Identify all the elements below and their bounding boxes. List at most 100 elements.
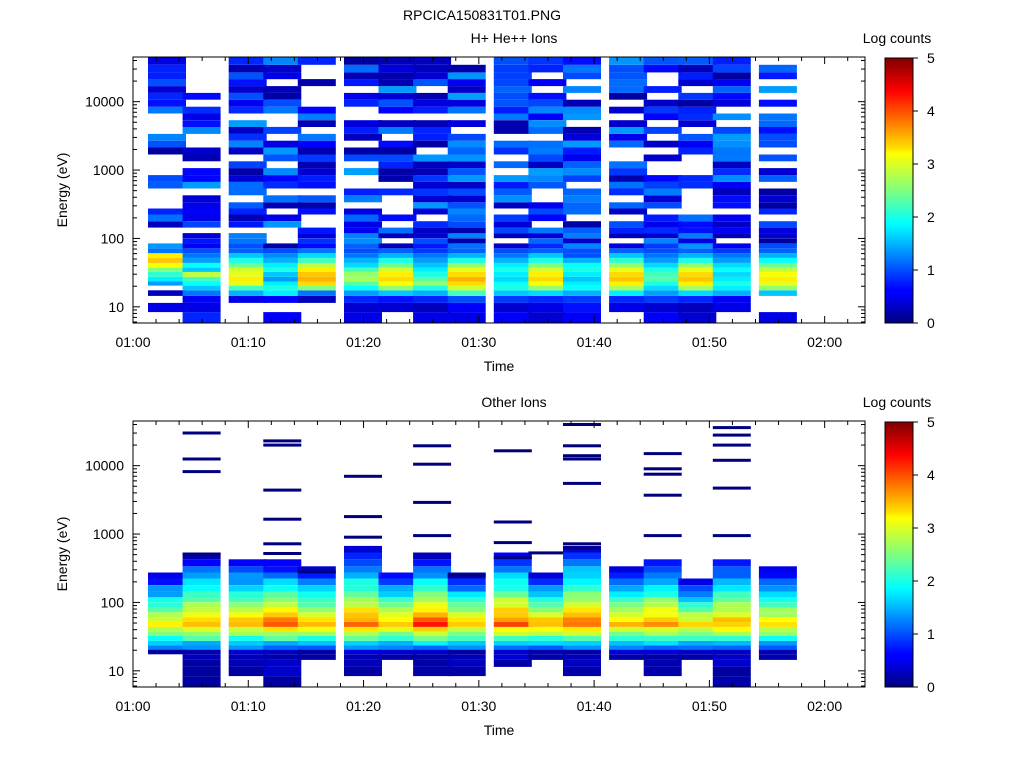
heatmap-cell — [678, 649, 717, 655]
heatmap-cell — [609, 585, 648, 592]
sparse-energy-line — [182, 457, 221, 461]
heatmap-cell — [609, 133, 648, 141]
heatmap-cell — [528, 312, 567, 323]
heatmap-cell — [643, 86, 682, 93]
heatmap-cell — [344, 645, 382, 650]
heatmap-cell — [609, 120, 648, 127]
heatmap-cell — [712, 267, 751, 272]
heatmap-cell — [563, 591, 601, 598]
heatmap-cell — [378, 281, 417, 286]
heatmap-cell — [528, 621, 567, 627]
heatmap-cell — [263, 312, 302, 323]
heatmap-cell — [344, 295, 382, 303]
heatmap-cell — [344, 188, 382, 196]
heatmap-cell — [297, 591, 336, 598]
heatmap-cell — [563, 195, 601, 203]
heatmap-cell — [493, 295, 532, 303]
heatmap-cell — [297, 612, 336, 618]
heatmap-cell — [493, 276, 532, 282]
heatmap-cell — [297, 640, 336, 646]
heatmap-cell — [643, 659, 682, 667]
heatmap-cell — [344, 626, 382, 632]
heatmap-cell — [447, 154, 486, 162]
heatmap-cell — [413, 202, 452, 209]
heatmap-cell — [182, 626, 221, 632]
heatmap-cell — [609, 181, 648, 189]
heatmap-cell — [148, 607, 186, 613]
heatmap-cell — [344, 602, 382, 608]
heatmap-cell — [228, 243, 267, 249]
heatmap-cell — [263, 72, 302, 80]
heatmap-cell — [447, 120, 486, 127]
heatmap-cell — [148, 631, 186, 636]
heatmap-cell — [493, 64, 532, 73]
heatmap-cell — [563, 271, 601, 277]
heatmap-cell — [643, 188, 682, 196]
heatmap-cell — [493, 271, 532, 277]
heatmap-cell — [148, 649, 186, 655]
heatmap-cell — [378, 57, 417, 65]
heatmap-cell — [678, 227, 717, 234]
heatmap-cell — [344, 659, 382, 667]
heatmap-cell — [678, 238, 717, 244]
heatmap-cell — [447, 253, 486, 258]
heatmap-cell — [344, 654, 382, 660]
heatmap-cell — [413, 617, 452, 622]
heatmap-cell — [528, 202, 567, 209]
heatmap-cell — [712, 612, 751, 618]
heatmap-cell — [378, 267, 417, 272]
heatmap-cell — [228, 617, 267, 622]
heatmap-cell — [758, 126, 797, 134]
heatmap-cell — [182, 631, 221, 636]
sparse-energy-line — [263, 488, 302, 492]
heatmap-cell — [297, 572, 336, 579]
y-tick-label: 100 — [101, 594, 125, 610]
heatmap-cell — [447, 208, 486, 215]
heatmap-cell — [563, 64, 601, 73]
heatmap-cell — [493, 631, 532, 636]
heatmap-cell — [413, 248, 452, 254]
heatmap-cell — [228, 92, 267, 100]
heatmap-cell — [378, 626, 417, 632]
heatmap-cell — [297, 621, 336, 627]
heatmap-cell — [493, 607, 532, 613]
sparse-energy-line — [413, 500, 452, 504]
heatmap-cell — [263, 602, 302, 608]
heatmap-cell — [447, 591, 486, 598]
heatmap-cell — [643, 631, 682, 636]
heatmap-cell — [148, 640, 186, 646]
heatmap-cell — [413, 578, 452, 586]
heatmap-cell — [528, 578, 567, 586]
heatmap-cell — [493, 86, 532, 93]
heatmap-cell — [182, 295, 221, 303]
heatmap-cell — [678, 214, 717, 222]
sparse-energy-line — [563, 423, 601, 426]
heatmap-cell — [563, 175, 601, 182]
x-tick-label: 02:00 — [807, 698, 842, 714]
heatmap-cell — [182, 312, 221, 323]
sparse-energy-line — [263, 552, 302, 555]
heatmap-cell — [344, 262, 382, 268]
heatmap-cell — [263, 57, 302, 65]
heatmap-cell — [263, 617, 302, 622]
heatmap-cell — [297, 154, 336, 162]
sparse-energy-line — [493, 449, 532, 453]
heatmap-cell — [528, 267, 567, 272]
heatmap-cell — [528, 631, 567, 636]
heatmap-cell — [297, 635, 336, 641]
sparse-energy-line — [182, 552, 221, 556]
heatmap-cell — [344, 99, 382, 107]
heatmap-cell — [344, 64, 382, 73]
heatmap-cell — [228, 612, 267, 618]
sparse-energy-line — [344, 474, 382, 478]
heatmap-cell — [712, 295, 751, 303]
heatmap-cell — [609, 281, 648, 286]
sparse-energy-line — [643, 534, 682, 538]
heatmap-cell — [643, 64, 682, 73]
colorbar-tick-label: 4 — [927, 467, 935, 483]
heatmap-cell — [609, 635, 648, 641]
heatmap-cell — [447, 106, 486, 114]
heatmap-cell — [228, 559, 267, 567]
heatmap-cell — [297, 238, 336, 244]
sparse-energy-line — [344, 515, 382, 519]
